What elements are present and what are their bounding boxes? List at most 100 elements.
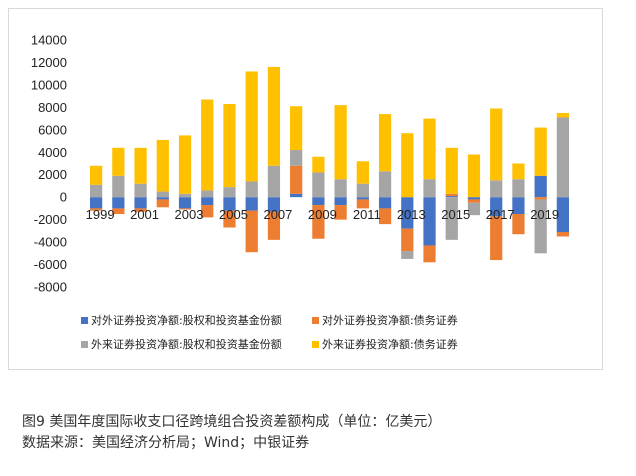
figure-title: 图9 美国年度国际收支口径跨境组合投资差额构成（单位：亿美元） xyxy=(22,414,442,430)
x-tick-label: 1999 xyxy=(86,207,115,222)
y-tick-label: 4000 xyxy=(38,145,67,160)
bar-2008-series-1 xyxy=(290,193,303,198)
bar-2013-series-1 xyxy=(401,197,414,229)
x-tick-label: 2009 xyxy=(308,207,337,222)
bar-2007-series-4 xyxy=(267,66,281,166)
y-tick-label: -4000 xyxy=(34,235,67,250)
bar-2005-series-2 xyxy=(223,210,236,228)
y-tick-label: 14000 xyxy=(31,33,67,48)
bar-2014-series-1 xyxy=(423,197,436,246)
bar-2019-series-4 xyxy=(534,127,547,176)
bar-1999-series-4 xyxy=(90,165,103,185)
bar-2016-series-1 xyxy=(467,197,481,200)
bar-2020-series-4 xyxy=(556,112,569,118)
bar-2013-series-3 xyxy=(401,251,414,259)
bar-2006-series-4 xyxy=(245,71,258,182)
bar-2004-series-1 xyxy=(201,197,214,206)
bar-2010-series-2 xyxy=(334,205,347,220)
bar-2008-series-3 xyxy=(290,150,303,166)
bar-2012-series-4 xyxy=(378,114,392,172)
x-tick-label: 2007 xyxy=(263,207,292,222)
bar-2019-series-2 xyxy=(534,197,547,200)
bar-2007-series-3 xyxy=(267,165,281,198)
bar-2011-series-1 xyxy=(356,197,369,200)
bar-2017-series-3 xyxy=(490,180,503,198)
bar-2005-series-1 xyxy=(223,197,236,211)
bar-2002-series-2 xyxy=(156,199,169,208)
bar-2011-series-2 xyxy=(356,199,369,209)
x-tick-label: 2017 xyxy=(486,207,515,222)
legend: 对外证券投资净额:股权和投资基金份额 对外证券投资净额:债务证券外来证券投资净额:… xyxy=(81,313,458,351)
bar-2017-series-4 xyxy=(490,108,503,181)
bar-2003-series-3 xyxy=(178,193,192,198)
bar-2016-series-4 xyxy=(467,154,481,198)
bar-2014-series-4 xyxy=(423,118,436,180)
bar-2011-series-3 xyxy=(356,183,369,198)
y-tick-label: -2000 xyxy=(34,212,67,227)
y-axis: 14000 12000 10000 8000 6000 4000 2000 0 -2000 -40… xyxy=(31,33,67,295)
legend-swatch xyxy=(312,317,319,324)
bar-2013-series-2 xyxy=(401,228,414,252)
bar-2010-series-3 xyxy=(334,179,347,198)
bar-2000-series-2 xyxy=(112,208,125,215)
bar-2009-series-1 xyxy=(312,197,325,206)
bar-2018-series-3 xyxy=(512,179,525,198)
x-tick-label: 2013 xyxy=(397,207,426,222)
bar-2009-series-4 xyxy=(312,156,325,173)
bar-2001-series-3 xyxy=(134,183,147,198)
bar-2011-series-4 xyxy=(356,161,369,184)
legend-label: 对外证券投资净额:股权和投资基金份额 xyxy=(91,313,282,327)
bar-2017-series-2 xyxy=(490,216,503,261)
legend-label: 外来证券投资净额:股权和投资基金份额 xyxy=(91,337,282,351)
bar-2008-series-4 xyxy=(290,106,303,151)
bar-2020-series-1 xyxy=(556,197,569,232)
bar-1999-series-3 xyxy=(90,184,103,198)
bar-2014-series-3 xyxy=(423,179,436,198)
bar-2001-series-2 xyxy=(134,208,147,212)
x-tick-label: 2003 xyxy=(175,207,204,222)
caption: 图9 美国年度国际收支口径跨境组合投资差额构成（单位：亿美元） 数据来源：美国经… xyxy=(22,412,441,454)
bar-2002-series-4 xyxy=(156,139,169,192)
bar-2010-series-4 xyxy=(334,105,347,180)
bar-2002-series-3 xyxy=(156,191,169,198)
bar-2010-series-1 xyxy=(334,197,347,206)
bar-2003-series-4 xyxy=(178,135,192,194)
chart-frame: 14000 12000 10000 8000 6000 4000 2000 0 -2000 -40… xyxy=(8,8,603,370)
bar-2020-series-3 xyxy=(556,117,569,198)
bar-2019-series-1 xyxy=(534,175,547,198)
y-tick-label: -8000 xyxy=(34,280,67,295)
legend-swatch xyxy=(81,341,88,348)
x-tick-label: 2001 xyxy=(130,207,159,222)
bar-2013-series-4 xyxy=(401,133,414,198)
bar-2018-series-4 xyxy=(512,163,525,180)
bar-2015-series-1 xyxy=(445,196,458,198)
bar-2012-series-3 xyxy=(378,171,392,198)
bar-2001-series-4 xyxy=(134,147,147,184)
bar-2004-series-3 xyxy=(201,190,214,198)
bar-2002-series-1 xyxy=(156,197,169,200)
y-tick-label: 2000 xyxy=(38,167,67,182)
y-tick-label: -6000 xyxy=(34,257,67,272)
bar-2004-series-2 xyxy=(201,205,214,218)
bar-2005-series-3 xyxy=(223,187,236,198)
bar-2018-series-2 xyxy=(512,214,525,235)
x-tick-label: 2011 xyxy=(353,207,381,222)
x-tick-label: 2005 xyxy=(219,207,248,222)
bar-2003-series-2 xyxy=(178,208,192,210)
bar-2008-series-2 xyxy=(290,165,303,194)
chart-svg: 14000 12000 10000 8000 6000 4000 2000 0 -2000 -40… xyxy=(31,33,569,351)
y-tick-label: 8000 xyxy=(38,100,67,115)
bar-2012-series-1 xyxy=(378,197,392,209)
bar-2016-series-2 xyxy=(467,199,481,203)
bar-2004-series-4 xyxy=(201,99,214,191)
bar-2000-series-1 xyxy=(112,197,125,209)
bar-2020-series-2 xyxy=(556,231,569,237)
bar-2007-series-1 xyxy=(267,197,281,212)
bar-2015-series-4 xyxy=(445,147,458,194)
bar-2003-series-1 xyxy=(178,197,192,209)
bar-2000-series-4 xyxy=(112,147,125,176)
y-tick-label: 0 xyxy=(60,190,67,205)
bar-1999-series-1 xyxy=(90,197,103,209)
y-tick-label: 10000 xyxy=(31,77,67,92)
bar-2001-series-1 xyxy=(134,197,147,209)
